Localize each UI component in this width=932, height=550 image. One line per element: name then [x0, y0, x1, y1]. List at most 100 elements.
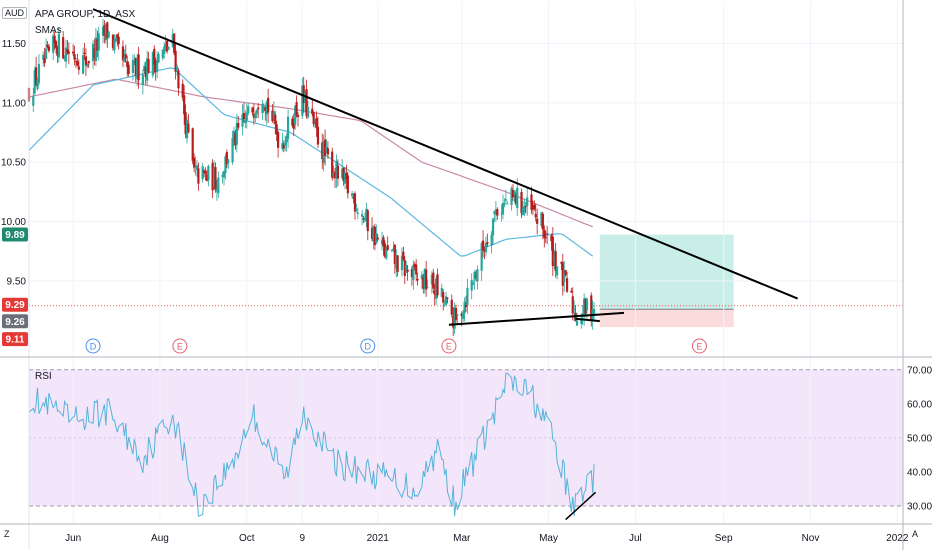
candle-body — [32, 96, 35, 106]
candle-body — [382, 237, 385, 247]
dividend-marker[interactable] — [360, 338, 376, 354]
price-badge — [2, 332, 28, 347]
candle-body — [466, 287, 469, 306]
candle-body — [472, 282, 475, 285]
earnings-marker[interactable] — [441, 338, 457, 354]
candle-body — [390, 249, 394, 251]
candle-body — [332, 173, 335, 177]
rsi-tick-label: 70.00 — [907, 365, 932, 376]
candle-body — [563, 269, 566, 283]
rsi-label[interactable]: RSI — [35, 371, 52, 382]
candle-body — [151, 52, 154, 76]
candle-body — [304, 92, 307, 103]
indicator-label[interactable]: SMAs — [35, 25, 62, 36]
earnings-marker[interactable] — [172, 338, 188, 354]
currency-label[interactable]: AUD — [2, 7, 28, 19]
candle-body — [564, 270, 567, 276]
candle-body — [282, 144, 285, 149]
time-tick-label: 2022 — [886, 533, 909, 544]
candle-body — [126, 61, 129, 67]
symbol-title[interactable]: APA GROUP, 1D, ASX — [35, 9, 136, 20]
candle-body — [296, 115, 300, 117]
candle-body — [355, 209, 358, 211]
candle-body — [462, 312, 465, 319]
price-badge — [2, 227, 28, 242]
candle-body — [450, 299, 453, 315]
time-tick-label: 2021 — [367, 533, 390, 544]
candle-body — [531, 205, 535, 210]
candle-body — [422, 277, 425, 289]
candle-body — [52, 35, 55, 53]
candle-body — [526, 197, 529, 207]
trendline-1[interactable] — [92, 8, 799, 300]
stop-zone[interactable] — [599, 309, 734, 328]
candle-body — [353, 193, 357, 212]
candle-body — [64, 47, 68, 62]
candle-body — [323, 139, 327, 156]
candle-body — [227, 159, 230, 164]
candle-body — [530, 194, 533, 210]
candle-body — [402, 251, 405, 260]
candle-body — [63, 57, 66, 59]
target-zone[interactable] — [599, 234, 734, 310]
candle-body — [291, 118, 294, 126]
candle-body — [124, 54, 127, 59]
earnings-marker[interactable] — [691, 338, 707, 354]
currency-text: AUD — [2, 7, 28, 19]
candle-body — [524, 206, 527, 208]
candle-body — [351, 193, 354, 197]
candle-body — [543, 229, 546, 238]
position-tool[interactable] — [599, 234, 734, 328]
candle-body — [141, 74, 144, 85]
price-badge — [2, 297, 28, 312]
auto-scale-toggle[interactable]: A — [912, 529, 919, 539]
rsi-trendline[interactable] — [565, 491, 597, 521]
candle-body — [174, 50, 177, 72]
candle-body — [73, 54, 76, 60]
trendlines[interactable] — [92, 8, 799, 326]
candle-body — [46, 44, 49, 48]
candle-body — [356, 212, 359, 214]
candle-body — [113, 39, 116, 50]
price-badge-label: 9.89 — [5, 230, 25, 241]
trendline-2[interactable] — [448, 311, 625, 326]
event-marker-letter: D — [365, 342, 372, 352]
price-badges: 9.89 9.29 9.26 9.11 — [2, 227, 28, 347]
candle-body — [224, 156, 227, 174]
candle-body — [295, 102, 298, 116]
candle-body — [483, 249, 486, 252]
candle-body — [392, 248, 395, 250]
candle-body — [423, 269, 426, 288]
candle-body — [194, 166, 197, 168]
candle-body — [342, 167, 345, 181]
candle-body — [245, 112, 248, 121]
candle-body — [96, 39, 99, 51]
trendline-3[interactable] — [575, 317, 600, 323]
candle-body — [285, 136, 288, 143]
candle-body — [302, 85, 305, 103]
candle-body — [134, 58, 137, 76]
candle-body — [77, 66, 80, 70]
candle-body — [362, 218, 365, 220]
candle-body — [544, 237, 547, 239]
candle-body — [583, 298, 586, 317]
candle-body — [456, 314, 459, 316]
price-tick-label: 9.50 — [7, 276, 27, 287]
candle-body — [546, 233, 549, 235]
dividend-marker[interactable] — [85, 338, 101, 354]
candle-body — [463, 301, 466, 314]
candle-body — [114, 38, 117, 42]
candle-body — [231, 138, 234, 163]
candle-body — [345, 173, 348, 180]
event-marker-letter: E — [446, 342, 452, 352]
candle-body — [237, 123, 240, 128]
candle-body — [66, 49, 69, 53]
candle-body — [435, 278, 438, 299]
timezone-toggle[interactable]: Z — [4, 529, 10, 539]
candle-body — [442, 292, 445, 303]
candle-body — [511, 189, 515, 198]
candle-body — [72, 51, 75, 54]
